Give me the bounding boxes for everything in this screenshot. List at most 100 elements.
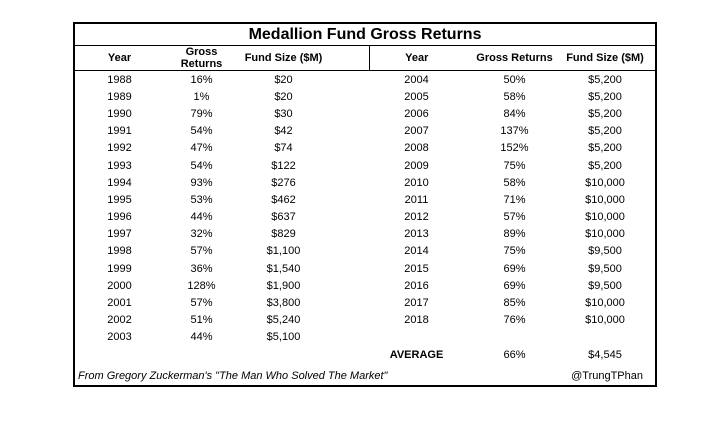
gross-returns-cell: 54%	[190, 125, 213, 138]
year-cell: 2011	[404, 193, 429, 206]
title-row: Medallion Fund Gross Returns	[75, 24, 656, 46]
year-cell	[369, 329, 464, 346]
fund-size-cell: $42	[274, 125, 293, 138]
table-row: 1997 32% $829 2013 89% $10,000	[75, 226, 655, 243]
year-cell: 1989	[107, 90, 132, 103]
year-cell: 2016	[404, 279, 429, 292]
row-spacer	[645, 346, 655, 363]
gross-returns-cell: 36%	[190, 262, 213, 275]
fund-size-cell: $5,200	[588, 159, 622, 172]
fund-size-cell: $1,900	[266, 279, 301, 292]
gross-returns-cell: 79%	[190, 107, 213, 120]
row-spacer	[645, 329, 655, 346]
year-cell: 1991	[107, 125, 132, 138]
fund-size-cell: $10,000	[585, 228, 625, 241]
gross-returns-cell: 69%	[503, 279, 526, 292]
row-spacer	[645, 277, 655, 294]
credit-handle: @TrungTPhan	[571, 370, 643, 382]
year-cell: 1990	[107, 107, 132, 120]
gross-returns-cell: 32%	[190, 228, 213, 241]
gross-returns-cell: 53%	[190, 193, 213, 206]
gross-returns-cell: 57%	[503, 211, 526, 224]
gross-returns-cell: 93%	[190, 176, 213, 189]
year-cell: 2009	[404, 159, 429, 172]
row-spacer	[328, 312, 369, 329]
year-cell: 2005	[404, 90, 429, 103]
header-divider	[328, 45, 370, 71]
row-spacer	[645, 123, 655, 140]
table-row: 1992 47% $74 2008 152% $5,200	[75, 140, 655, 157]
table-row: 2002 51% $5,240 2018 76% $10,000	[75, 312, 655, 329]
row-spacer	[328, 105, 369, 122]
row-spacer	[645, 140, 655, 157]
header-spacer	[645, 45, 656, 71]
year-cell: 2017	[404, 297, 429, 310]
returns-table: Medallion Fund Gross Returns Year Gross …	[75, 24, 656, 364]
row-spacer	[328, 88, 369, 105]
gross-returns-cell: 16%	[190, 73, 213, 86]
year-cell: 2013	[404, 228, 429, 241]
fund-size-cell: $5,200	[588, 125, 622, 138]
fund-size-cell: $1,540	[266, 262, 301, 275]
fund-size-cell: $20	[274, 73, 293, 86]
column-header-year-right: Year	[369, 45, 464, 71]
fund-size-cell: $9,500	[588, 262, 622, 275]
row-spacer	[645, 243, 655, 260]
table-body: 1988 16% $20 2004 50% $5,200 1989 1% $20 2005 58% $…	[75, 71, 655, 364]
medallion-returns-table: Medallion Fund Gross Returns Year Gross …	[73, 22, 657, 387]
row-spacer	[645, 191, 655, 208]
row-spacer	[328, 174, 369, 191]
year-cell: 1995	[107, 193, 132, 206]
column-header-year-left: Year	[75, 45, 164, 71]
row-spacer	[645, 174, 655, 191]
gross-returns-cell: 54%	[190, 159, 213, 172]
year-cell: 1996	[107, 211, 132, 224]
year-cell: 2004	[404, 73, 429, 86]
row-spacer	[328, 123, 369, 140]
fund-size-cell	[565, 329, 645, 346]
year-cell: 2012	[404, 211, 429, 224]
table-row: 1989 1% $20 2005 58% $5,200	[75, 88, 655, 105]
gross-returns-cell: 137%	[500, 125, 529, 138]
year-cell: 2010	[404, 176, 429, 189]
fund-size-cell: $122	[271, 159, 296, 172]
table-row: 2001 57% $3,800 2017 85% $10,000	[75, 294, 655, 311]
row-spacer	[645, 209, 655, 226]
gross-returns-cell: 57%	[190, 245, 213, 258]
fund-size-cell: $10,000	[585, 193, 625, 206]
year-cell: 2015	[404, 262, 429, 275]
year-cell: 1988	[107, 73, 132, 86]
table-footer: From Gregory Zuckerman's "The Man Who So…	[75, 370, 655, 385]
table-row: AVERAGE 66% $4,545	[75, 346, 655, 363]
gross-returns-cell: 47%	[190, 142, 213, 155]
column-header-fundsize-left: Fund Size ($M)	[239, 45, 328, 71]
row-spacer	[328, 294, 369, 311]
table-row: 1990 79% $30 2006 84% $5,200	[75, 105, 655, 122]
year-cell: 1992	[107, 142, 132, 155]
row-spacer	[645, 260, 655, 277]
row-spacer	[328, 209, 369, 226]
year-cell	[75, 346, 164, 363]
row-spacer	[328, 157, 369, 174]
table-row: 2003 44% $5,100	[75, 329, 655, 346]
gross-returns-cell: 44%	[190, 211, 213, 224]
fund-size-cell: $20	[274, 90, 293, 103]
fund-size-cell: $5,100	[266, 331, 301, 344]
gross-returns-cell: 50%	[503, 73, 526, 86]
header-row: Year Gross Returns Fund Size ($M) Year G…	[75, 45, 656, 71]
year-cell: 1993	[107, 159, 132, 172]
row-spacer	[328, 260, 369, 277]
row-spacer	[645, 226, 655, 243]
fund-size-cell: $5,240	[266, 314, 301, 327]
year-cell: 2003	[107, 331, 132, 344]
fund-size-cell	[239, 346, 328, 363]
table-row: 1998 57% $1,100 2014 75% $9,500	[75, 243, 655, 260]
fund-size-cell: $276	[271, 176, 296, 189]
table-row: 1999 36% $1,540 2015 69% $9,500	[75, 260, 655, 277]
average-label: AVERAGE	[389, 348, 444, 361]
row-spacer	[645, 105, 655, 122]
fund-size-cell: $462	[271, 193, 296, 206]
gross-returns-cell: 71%	[503, 193, 526, 206]
column-header-fundsize-right: Fund Size ($M)	[565, 45, 645, 71]
